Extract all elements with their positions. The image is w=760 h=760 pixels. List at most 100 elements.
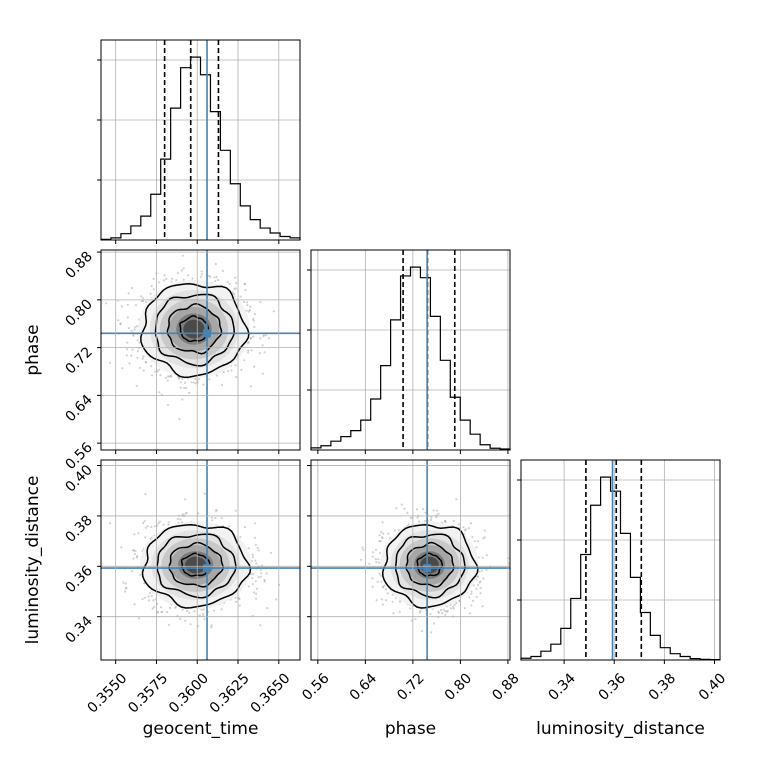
scatter-point <box>249 385 252 388</box>
scatter-point <box>179 386 182 389</box>
x-tick-label: 0.3550 <box>84 670 130 716</box>
scatter-point <box>163 279 166 282</box>
scatter-point <box>214 517 217 520</box>
scatter-point <box>141 598 144 601</box>
grid <box>101 250 300 450</box>
scatter-point <box>387 532 390 535</box>
scatter-point <box>235 600 238 603</box>
scatter-point <box>152 288 155 291</box>
scatter-point <box>383 584 386 587</box>
scatter-point <box>170 374 173 377</box>
scatter-point <box>220 608 223 611</box>
density-fill <box>184 556 207 574</box>
scatter-point <box>154 598 157 601</box>
scatter-point <box>470 592 473 596</box>
contour-line <box>156 533 237 599</box>
grid <box>311 250 510 450</box>
scatter-point <box>252 335 255 338</box>
scatter-point <box>437 611 441 615</box>
scatter-point <box>208 378 211 381</box>
scatter-point <box>152 277 155 280</box>
scatter-point <box>481 605 484 608</box>
scatter-point <box>251 553 254 556</box>
grid <box>311 460 510 660</box>
scatter-point <box>378 572 381 576</box>
scatter-point <box>435 509 438 512</box>
scatter-point <box>392 612 395 615</box>
scatter-point <box>227 369 230 373</box>
scatter-point <box>246 304 249 307</box>
scatter-point <box>453 603 456 606</box>
scatter-point <box>184 498 187 501</box>
scatter-point <box>243 526 247 529</box>
scatter-point <box>134 304 138 307</box>
scatter-point <box>263 580 266 583</box>
scatter-point <box>123 590 127 593</box>
scatter-point <box>463 607 466 610</box>
scatter-point <box>378 540 381 543</box>
scatter-point <box>269 551 272 555</box>
scatter-point <box>379 574 382 577</box>
scatter-point <box>478 570 481 573</box>
scatter-point <box>420 630 424 633</box>
scatter-point <box>122 581 125 584</box>
scatter-point <box>171 277 174 280</box>
scatter-point <box>235 375 238 379</box>
scatter-point <box>134 549 137 552</box>
scatter-point <box>142 521 145 525</box>
scatter-point <box>470 604 473 607</box>
x-axis-label: luminosity_distance <box>536 719 705 739</box>
scatter-point <box>382 586 385 589</box>
scatter-point <box>136 350 139 353</box>
scatter-point <box>153 605 156 609</box>
contour-line <box>140 283 250 379</box>
scatter-point <box>185 386 188 389</box>
scatter-point <box>253 365 256 368</box>
scatter-point <box>407 523 410 526</box>
y-tick-label: 0.88 <box>62 249 95 282</box>
scatter-point <box>136 556 139 559</box>
scatter-point <box>153 370 157 373</box>
scatter-point <box>371 585 374 588</box>
scatter-point <box>263 351 266 354</box>
panel-content <box>101 250 300 450</box>
scatter-point <box>481 556 484 559</box>
scatter-point <box>507 557 510 560</box>
scatter-point <box>160 606 163 609</box>
scatter-point <box>144 536 147 539</box>
scatter-point <box>455 498 458 501</box>
scatter-point <box>443 519 447 523</box>
scatter-point <box>203 618 206 621</box>
scatter-point <box>472 599 475 603</box>
scatter-point <box>430 518 433 522</box>
scatter-point <box>234 287 237 290</box>
scatter-point <box>259 301 262 304</box>
scatter-point <box>230 369 233 372</box>
y-tick-label: 0.64 <box>62 392 95 425</box>
scatter-point <box>234 596 237 600</box>
scatter-point <box>419 610 422 613</box>
scatter-point <box>215 374 218 377</box>
scatter-point <box>449 607 453 610</box>
scatter-point <box>182 267 185 270</box>
scatter-point <box>267 337 271 340</box>
scatter-point <box>250 349 253 352</box>
scatter-point <box>375 561 378 564</box>
axes-frame <box>100 459 301 661</box>
scatter-point <box>193 610 196 613</box>
scatter-point <box>483 529 486 532</box>
scatter-point <box>130 329 133 332</box>
panel-content <box>101 460 300 660</box>
scatter-point <box>452 607 455 610</box>
contour-line <box>405 541 455 588</box>
scatter-point <box>127 327 131 330</box>
scatter-point <box>222 371 225 374</box>
scatter-point <box>468 596 471 599</box>
scatter-point <box>234 364 237 367</box>
scatter-point <box>485 554 488 557</box>
scatter-point <box>202 608 205 611</box>
scatter-point <box>214 262 217 266</box>
scatter-point <box>251 556 255 559</box>
scatter-point <box>207 274 211 277</box>
scatter-point <box>131 570 134 573</box>
